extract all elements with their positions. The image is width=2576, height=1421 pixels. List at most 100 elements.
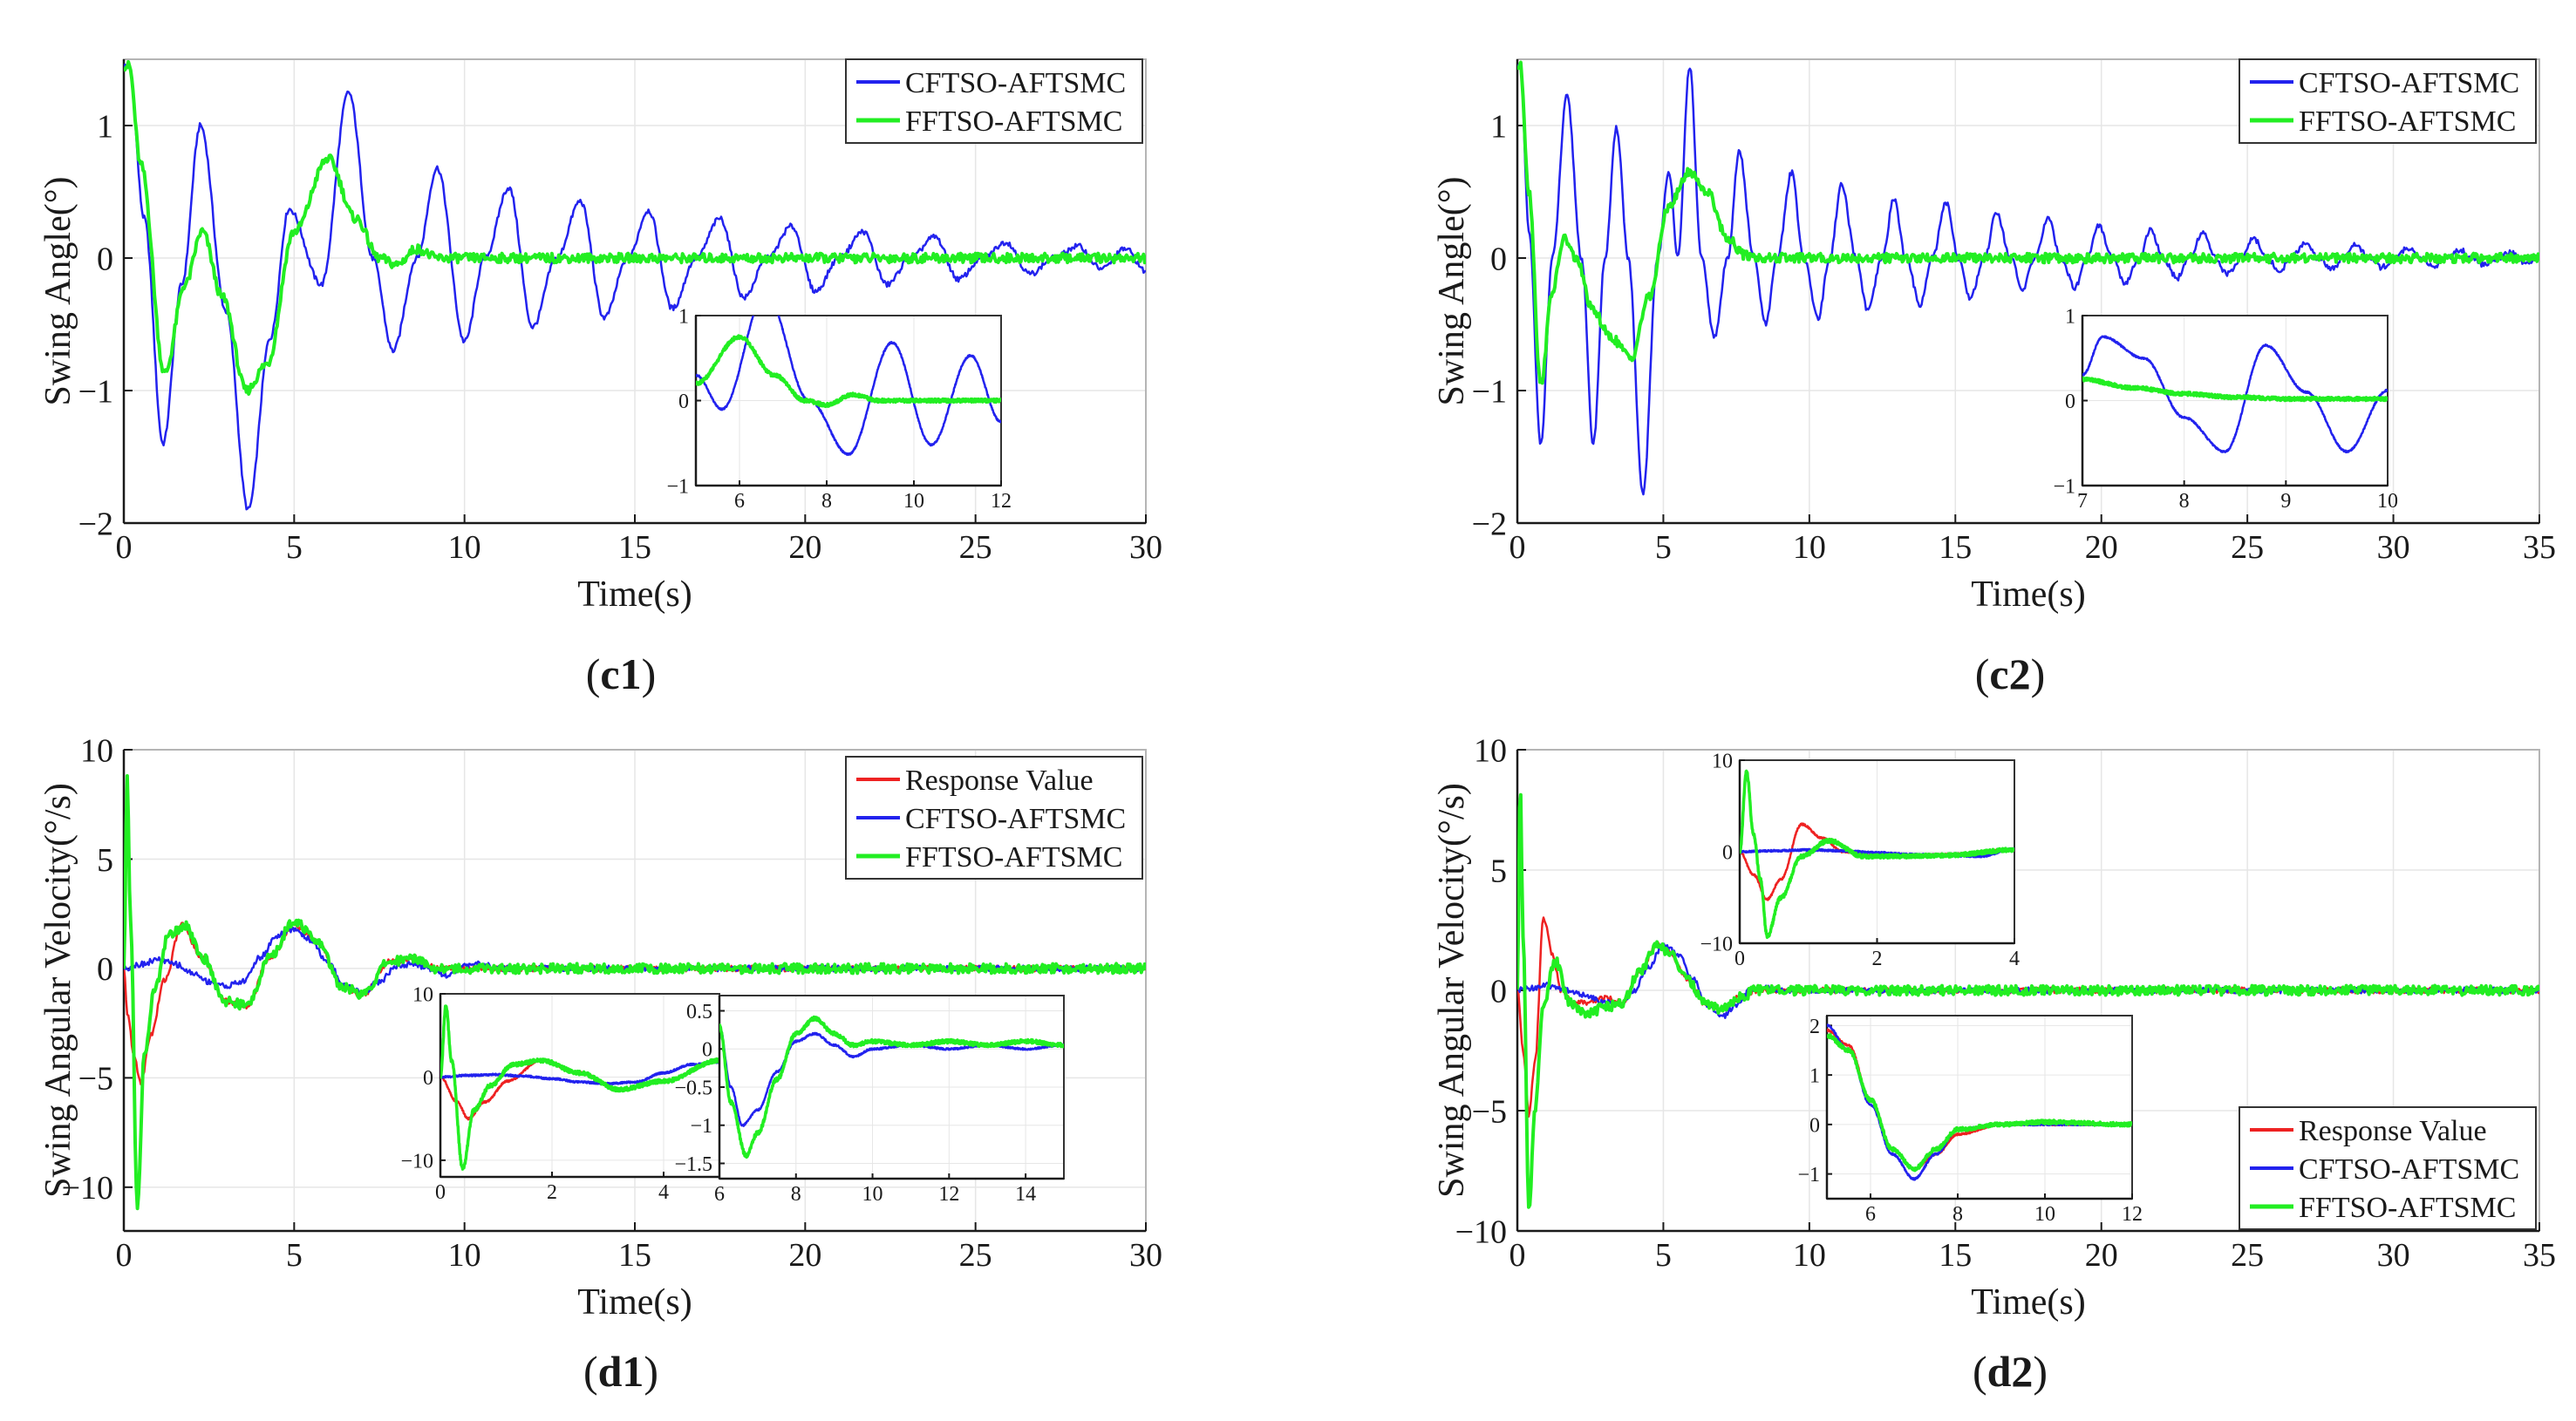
c1-inset-1-x-tick-label: 8: [821, 490, 832, 513]
d2-inset-2-x-tick-label: 12: [2122, 1203, 2143, 1226]
d1-y-tick-label: 0: [97, 951, 113, 988]
d1-inset-2-y-tick-label: 0: [702, 1039, 712, 1062]
c1-inset-1-x-tick-label: 6: [734, 490, 745, 513]
c2-inset-1-x-tick-label: 8: [2179, 490, 2190, 513]
d2-legend-label: Response Value: [2299, 1115, 2487, 1147]
d2-caption: (d2): [1973, 1347, 2048, 1396]
d1-inset-2-x-tick-label: 12: [938, 1183, 959, 1206]
d1-inset-2-x-tick-label: 6: [714, 1183, 725, 1206]
c2-caption: (c2): [1975, 649, 2046, 698]
c1-caption-close-paren: ): [642, 649, 657, 698]
d2-inset-2-x-tick-label: 10: [2034, 1203, 2055, 1226]
c2-x-tick-label: 20: [2085, 529, 2118, 566]
d1-x-tick-label: 0: [116, 1237, 133, 1274]
d1-y-axis-label: Swing Angular Velocity(°/s): [38, 783, 78, 1198]
d1-inset-1-y-tick-label: −10: [400, 1150, 433, 1173]
d1-x-tick-label: 20: [788, 1237, 821, 1274]
d1-inset-2-y-tick-label: −1.5: [674, 1153, 712, 1176]
c1-x-tick-label: 0: [116, 529, 133, 566]
d1-caption-close-paren: ): [644, 1347, 658, 1396]
c2-x-tick-label: 30: [2377, 529, 2410, 566]
c1-inset-1-x-tick-label: 12: [991, 490, 1012, 513]
d2-inset-2-plot-area: [1827, 1016, 2132, 1199]
d2-inset-1-x-tick-label: 4: [2009, 948, 2020, 970]
d1-caption-label: d1: [598, 1347, 644, 1396]
d1-inset-2-x-tick-label: 10: [862, 1183, 883, 1206]
c1-legend-label: FFTSO-AFTSMC: [905, 105, 1122, 138]
d1-x-tick-label: 25: [959, 1237, 992, 1274]
d1-inset-1-series-cftso-line: [440, 1060, 719, 1086]
d1-series-fftso-line: [124, 774, 1146, 1211]
c1-x-tick-label: 25: [959, 529, 992, 566]
c2-series-fftso-line: [1517, 60, 2539, 385]
c1-inset-1-y-tick-label: −1: [666, 475, 689, 498]
d2-caption-label: d2: [1987, 1347, 2034, 1396]
d2-inset-1-series-fftso-line: [1740, 769, 2014, 940]
d2-inset-1-y-tick-label: 10: [1712, 750, 1733, 772]
c2-inset-1-series-fftso-line: [2082, 376, 2388, 403]
c1-y-tick-label: −2: [78, 506, 113, 542]
d1-inset-2-y-tick-label: −1: [690, 1115, 712, 1138]
d2-y-tick-label: 10: [1474, 732, 1507, 769]
c2-legend-label: FFTSO-AFTSMC: [2299, 105, 2516, 138]
c2-x-axis-label: Time(s): [1971, 575, 2085, 615]
d2-y-tick-label: 5: [1490, 853, 1507, 889]
c1-y-axis-label: Swing Angle(°): [38, 177, 78, 406]
c2-y-axis-label: Swing Angle(°): [1432, 177, 1472, 406]
d2-x-tick-label: 5: [1655, 1237, 1672, 1274]
d1-y-tick-label: −5: [78, 1061, 113, 1098]
c2-inset-1-x-tick-label: 9: [2280, 490, 2291, 513]
d1-inset-1-y-tick-label: 10: [412, 983, 433, 1006]
d1-legend-label: CFTSO-AFTSMC: [905, 803, 1126, 835]
d2-legend-label: CFTSO-AFTSMC: [2299, 1153, 2519, 1186]
d2-series-fftso-line: [1517, 792, 2539, 1209]
c2-x-tick-label: 5: [1655, 529, 1672, 566]
c2-caption-open-paren: (: [1975, 649, 1990, 698]
c2-inset-1-x-tick-label: 10: [2377, 490, 2398, 513]
c1-legend-label: CFTSO-AFTSMC: [905, 67, 1126, 99]
d2-inset-2-y-tick-label: −1: [1797, 1164, 1820, 1186]
d1-y-tick-label: 5: [97, 842, 113, 879]
c2-x-tick-label: 25: [2231, 529, 2264, 566]
d1-x-tick-label: 5: [286, 1237, 303, 1274]
d1-inset-2-series-fftso-line: [719, 1015, 1064, 1159]
c1-inset-1-y-tick-label: 1: [678, 305, 689, 328]
d1-inset-2-series-cftso-line: [719, 1024, 1064, 1127]
d2-caption-close-paren: ): [2033, 1347, 2048, 1396]
d2-x-tick-label: 35: [2523, 1237, 2556, 1274]
c2-x-tick-label: 15: [1939, 529, 1972, 566]
d2-y-tick-label: −5: [1472, 1093, 1507, 1130]
d2-inset-1-y-tick-label: 0: [1722, 841, 1733, 864]
c2-x-tick-label: 0: [1509, 529, 1526, 566]
d1-inset-1-y-tick-label: 0: [423, 1067, 433, 1090]
d2-y-axis-label: Swing Angular Velocity(°/s): [1432, 783, 1472, 1198]
d2-x-tick-label: 10: [1793, 1237, 1826, 1274]
c2-inset-1-y-tick-label: 0: [2065, 391, 2075, 413]
c1-caption-open-paren: (: [586, 649, 601, 698]
d2-x-tick-label: 20: [2085, 1237, 2118, 1274]
c2-caption-close-paren: ): [2031, 649, 2046, 698]
c1-inset-1: 6 8 10 12 −1 0 1: [666, 305, 1012, 513]
d1-caption-open-paren: (: [583, 1347, 598, 1396]
c2-x-tick-label: 35: [2523, 529, 2556, 566]
d1-inset-1-x-tick-label: 4: [658, 1181, 669, 1204]
d2-inset-2-y-tick-label: 1: [1809, 1065, 1820, 1088]
c1-x-axis-label: Time(s): [577, 575, 692, 615]
d1-inset-1: 0 2 4 −10 0 10: [400, 983, 720, 1204]
d2-y-tick-label: 0: [1490, 973, 1507, 1010]
c2-inset-1-y-tick-label: 1: [2065, 305, 2075, 328]
d1-inset-1-x-tick-label: 2: [547, 1181, 557, 1204]
d1-y-tick-label: 10: [80, 732, 113, 769]
d2-caption-open-paren: (: [1973, 1347, 1987, 1396]
c2-x-tick-label: 10: [1793, 529, 1826, 566]
c1-x-tick-label: 30: [1129, 529, 1162, 566]
d2-x-axis-label: Time(s): [1971, 1282, 2085, 1322]
d1-x-axis-label: Time(s): [577, 1282, 692, 1322]
c2-inset-1-x-tick-label: 7: [2077, 490, 2088, 513]
c1-caption-label: c1: [600, 649, 641, 698]
